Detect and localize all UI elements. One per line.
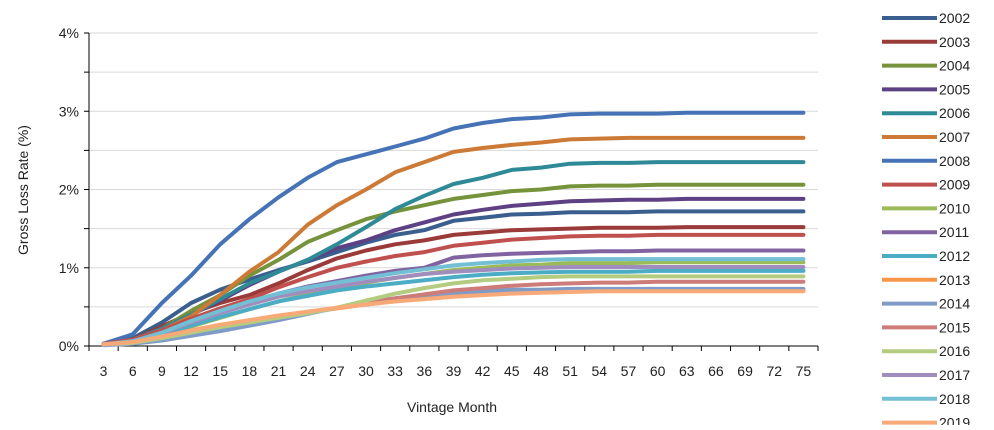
x-tick-label: 9 <box>158 363 166 379</box>
legend-label-2012: 2012 <box>939 248 970 264</box>
y-tick-label: 0% <box>59 338 79 354</box>
legend-label-2011: 2011 <box>939 224 969 240</box>
legend-label-2015: 2015 <box>939 319 970 335</box>
x-tick-label: 57 <box>621 363 637 379</box>
series-line-2012 <box>101 268 806 347</box>
x-tick-label: 30 <box>358 363 374 379</box>
legend-label-2005: 2005 <box>939 81 970 97</box>
series-lines <box>101 110 806 348</box>
x-tick-label: 54 <box>592 363 608 379</box>
y-tick-label: 3% <box>59 103 79 119</box>
x-tick-label: 60 <box>650 363 666 379</box>
series-line-2007 <box>101 135 806 346</box>
x-tick-label: 36 <box>417 363 433 379</box>
legend-label-2004: 2004 <box>939 58 970 74</box>
y-tick-label: 4% <box>59 25 79 41</box>
x-axis-label: Vintage Month <box>407 399 497 415</box>
x-tick-label: 18 <box>242 363 258 379</box>
series-line-2016 <box>101 274 806 347</box>
x-tick-label: 21 <box>271 363 287 379</box>
series-line-2003 <box>101 225 806 346</box>
x-tick-label: 63 <box>679 363 695 379</box>
legend-label-2006: 2006 <box>939 105 970 121</box>
x-tick-label: 15 <box>212 363 228 379</box>
axes: 0%1%2%3%4%3 6 9 12 15 18 21 24 27 30 33 36 39 42 45 48 5… <box>59 25 819 379</box>
legend-label-2009: 2009 <box>939 177 970 193</box>
legend-label-2010: 2010 <box>939 200 970 216</box>
x-tick-label: 39 <box>446 363 462 379</box>
x-tick-label: 33 <box>387 363 403 379</box>
x-tick-label: 12 <box>183 363 199 379</box>
y-tick-label: 2% <box>59 182 79 198</box>
x-tick-label: 42 <box>475 363 491 379</box>
series-line-2008 <box>101 110 806 346</box>
x-tick-label: 6 <box>129 363 137 379</box>
series-line-2002 <box>101 209 806 346</box>
x-tick-label: 72 <box>766 363 782 379</box>
y-tick-label: 1% <box>59 260 79 276</box>
legend-label-2002: 2002 <box>939 10 970 26</box>
x-tick-label: 51 <box>562 363 578 379</box>
legend-label-2014: 2014 <box>939 296 970 312</box>
legend-label-2016: 2016 <box>939 343 970 359</box>
legend-label-2013: 2013 <box>939 272 970 288</box>
legend-label-2017: 2017 <box>939 367 970 383</box>
series-line-2014 <box>101 286 806 348</box>
x-tick-label: 27 <box>329 363 345 379</box>
y-axis-label: Gross Loss Rate (%) <box>15 125 31 255</box>
series-line-2018 <box>101 257 806 347</box>
legend-label-2019: 2019 <box>939 415 970 425</box>
x-tick-label: 69 <box>737 363 753 379</box>
x-tick-label: 75 <box>796 363 812 379</box>
series-line-2019 <box>101 289 806 347</box>
series-line-2006 <box>101 160 806 346</box>
legend-label-2008: 2008 <box>939 153 970 169</box>
x-tick-label: 66 <box>708 363 724 379</box>
series-line-2009 <box>101 232 806 346</box>
legend-label-2003: 2003 <box>939 34 970 50</box>
x-tick-label: 45 <box>504 363 520 379</box>
x-tick-label: 48 <box>533 363 549 379</box>
legend-label-2007: 2007 <box>939 129 970 145</box>
legend: 2002 2003 2004 2005 2006 2007 2008 2009 2010 2011… <box>882 10 970 430</box>
legend-label-2018: 2018 <box>939 391 970 407</box>
x-tick-label: 24 <box>300 363 316 379</box>
series-line-2017 <box>101 265 806 347</box>
x-tick-label: 3 <box>100 363 108 379</box>
